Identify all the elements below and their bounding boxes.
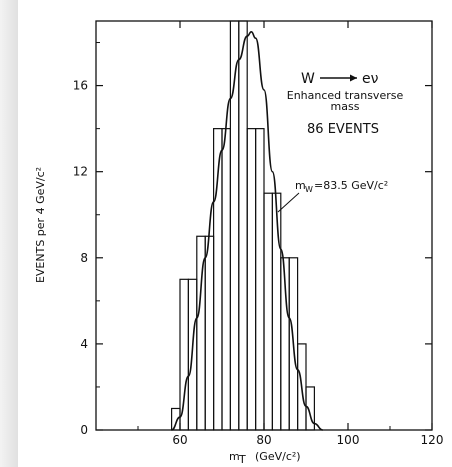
y-tick-label: 12	[73, 165, 88, 179]
x-axis-title-sub: T	[238, 453, 246, 466]
histogram-bar	[196, 235, 206, 431]
x-tick-label: 80	[256, 433, 271, 447]
x-tick-label: 60	[172, 433, 187, 447]
arrow-head-icon	[350, 74, 357, 82]
event-count-label: 86 EVENTS	[307, 122, 379, 137]
histogram-bar	[204, 235, 215, 431]
histogram-bar	[305, 386, 315, 431]
process-initial: W	[301, 71, 315, 87]
y-axis: 0 4 8 12 16	[73, 42, 432, 437]
histogram-bar	[221, 128, 231, 431]
histogram-bar	[179, 278, 189, 431]
y-axis-title: EVENTS per 4 GeV/c²	[34, 167, 47, 283]
subtitle-line-1: Enhanced transverse	[287, 89, 404, 102]
process-products: eν	[362, 71, 379, 87]
x-tick-label: 100	[337, 433, 360, 447]
subtitle-line-2: mass	[331, 100, 360, 113]
fit-label-value: =83.5 GeV/c²	[314, 179, 388, 192]
x-axis: 60 80 100 120	[137, 21, 444, 447]
y-tick-label: 4	[80, 337, 88, 351]
histogram-bar	[246, 128, 257, 431]
x-axis-title: m T (GeV/c²)	[229, 450, 301, 466]
fit-curve-group	[171, 30, 323, 431]
fit-label-pointer	[277, 192, 300, 213]
x-axis-title-m: m	[229, 450, 240, 463]
histogram-bar	[271, 192, 282, 431]
x-axis-title-unit: (GeV/c²)	[255, 450, 301, 463]
histogram-bar	[255, 128, 265, 431]
y-tick-label: 8	[80, 251, 88, 265]
histogram-bar	[263, 192, 273, 431]
y-tick-label: 0	[80, 423, 88, 437]
histogram-bar	[171, 407, 181, 431]
histogram-bar	[238, 20, 248, 431]
histogram-bars	[171, 20, 315, 431]
fit-label-m: m	[295, 179, 306, 192]
fit-label-sub: W	[305, 185, 313, 194]
process-annotation: W eν	[301, 71, 379, 87]
fit-curve	[171, 30, 323, 431]
y-tick-label: 16	[73, 79, 88, 93]
x-tick-label: 120	[421, 433, 444, 447]
fit-label: m W =83.5 GeV/c²	[295, 179, 388, 194]
